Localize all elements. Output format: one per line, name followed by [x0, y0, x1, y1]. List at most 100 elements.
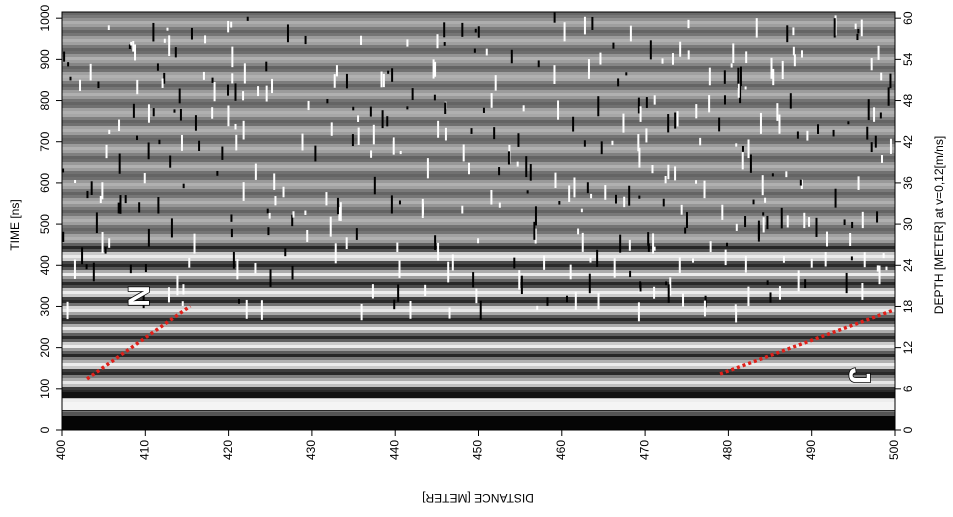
texture-speck — [411, 88, 414, 101]
texture-speck — [590, 193, 593, 199]
texture-speck — [703, 180, 706, 199]
texture-band — [62, 84, 895, 87]
texture-speck — [730, 63, 733, 68]
texture-speck — [629, 270, 632, 278]
texture-speck — [766, 215, 769, 230]
texture-band — [62, 225, 895, 228]
texture-band — [62, 324, 895, 327]
texture-speck — [735, 143, 738, 147]
texture-speck — [558, 200, 561, 205]
texture-speck — [525, 156, 528, 178]
texture-speck — [90, 181, 93, 195]
texture-band — [62, 360, 895, 363]
texture-speck — [769, 292, 772, 303]
texture-speck — [79, 79, 82, 92]
texture-speck — [370, 150, 373, 158]
texture-speck — [235, 134, 238, 151]
texture-speck — [485, 48, 488, 56]
texture-speck — [806, 130, 809, 141]
texture-speck — [392, 137, 395, 155]
texture-band — [62, 72, 895, 75]
texture-band — [62, 366, 895, 369]
texture-band — [62, 168, 895, 171]
texture-speck — [301, 133, 304, 151]
texture-speck — [543, 255, 546, 270]
texture-speck — [724, 249, 727, 266]
texture-speck — [282, 186, 285, 198]
texture-band — [62, 132, 895, 135]
texture-speck — [351, 134, 354, 147]
texture-speck — [874, 135, 877, 148]
texture-band — [62, 416, 895, 430]
texture-speck — [333, 74, 336, 88]
texture-speck — [762, 217, 765, 233]
texture-speck — [163, 38, 166, 43]
texture-speck — [867, 99, 870, 121]
texture-speck — [625, 72, 628, 76]
texture-speck — [371, 284, 374, 299]
texture-speck — [764, 197, 767, 203]
texture-band — [62, 216, 895, 219]
texture-speck — [473, 48, 476, 53]
texture-speck — [600, 141, 603, 155]
texture-speck — [118, 119, 121, 132]
texture-band — [62, 291, 895, 294]
texture-speck — [170, 218, 173, 238]
texture-speck — [178, 88, 181, 104]
texture-speck — [461, 22, 464, 37]
texture-speck — [692, 258, 695, 263]
texture-band — [62, 201, 895, 204]
texture-band — [62, 285, 895, 288]
texture-band — [62, 183, 895, 186]
texture-speck — [242, 182, 245, 201]
texture-speck — [479, 300, 482, 320]
texture-band — [62, 372, 895, 375]
texture-speck — [647, 243, 650, 252]
texture-band — [62, 42, 895, 45]
texture-band — [62, 387, 895, 390]
texture-speck — [444, 127, 447, 141]
y-tick-label: 700 — [38, 131, 52, 151]
texture-speck — [587, 59, 590, 79]
texture-speck — [129, 264, 132, 274]
texture-speck — [221, 146, 224, 160]
texture-speck — [800, 179, 803, 189]
texture-speck — [860, 19, 863, 37]
texture-speck — [671, 53, 674, 65]
texture-speck — [107, 25, 110, 31]
y2-tick-label: 48 — [901, 94, 915, 108]
texture-band — [62, 213, 895, 216]
texture-speck — [92, 262, 95, 282]
texture-speck — [718, 117, 721, 132]
texture-speck — [245, 299, 248, 319]
texture-band — [62, 75, 895, 78]
y2-tick-label: 0 — [901, 426, 915, 433]
texture-speck — [781, 60, 784, 80]
texture-speck — [747, 139, 750, 159]
texture-band — [62, 297, 895, 300]
texture-speck — [566, 295, 569, 303]
texture-speck — [793, 54, 796, 67]
texture-band — [62, 249, 895, 252]
texture-band — [62, 315, 895, 318]
texture-band — [62, 222, 895, 225]
texture-speck — [739, 66, 742, 86]
texture-speck — [352, 106, 355, 111]
texture-speck — [667, 164, 670, 180]
texture-speck — [230, 214, 233, 222]
texture-speck — [136, 79, 139, 95]
texture-band — [62, 219, 895, 222]
y-tick-label: 200 — [38, 337, 52, 357]
texture-speck — [138, 202, 141, 213]
texture-band — [62, 231, 895, 234]
x-tick-label: 410 — [137, 440, 151, 460]
texture-speck — [520, 275, 523, 295]
texture-band — [62, 357, 895, 360]
texture-speck — [118, 153, 121, 174]
texture-band — [62, 392, 895, 398]
texture-speck — [687, 50, 690, 60]
texture-speck — [786, 215, 789, 228]
texture-speck — [304, 210, 307, 215]
texture-speck — [382, 73, 385, 88]
texture-speck — [421, 198, 424, 219]
